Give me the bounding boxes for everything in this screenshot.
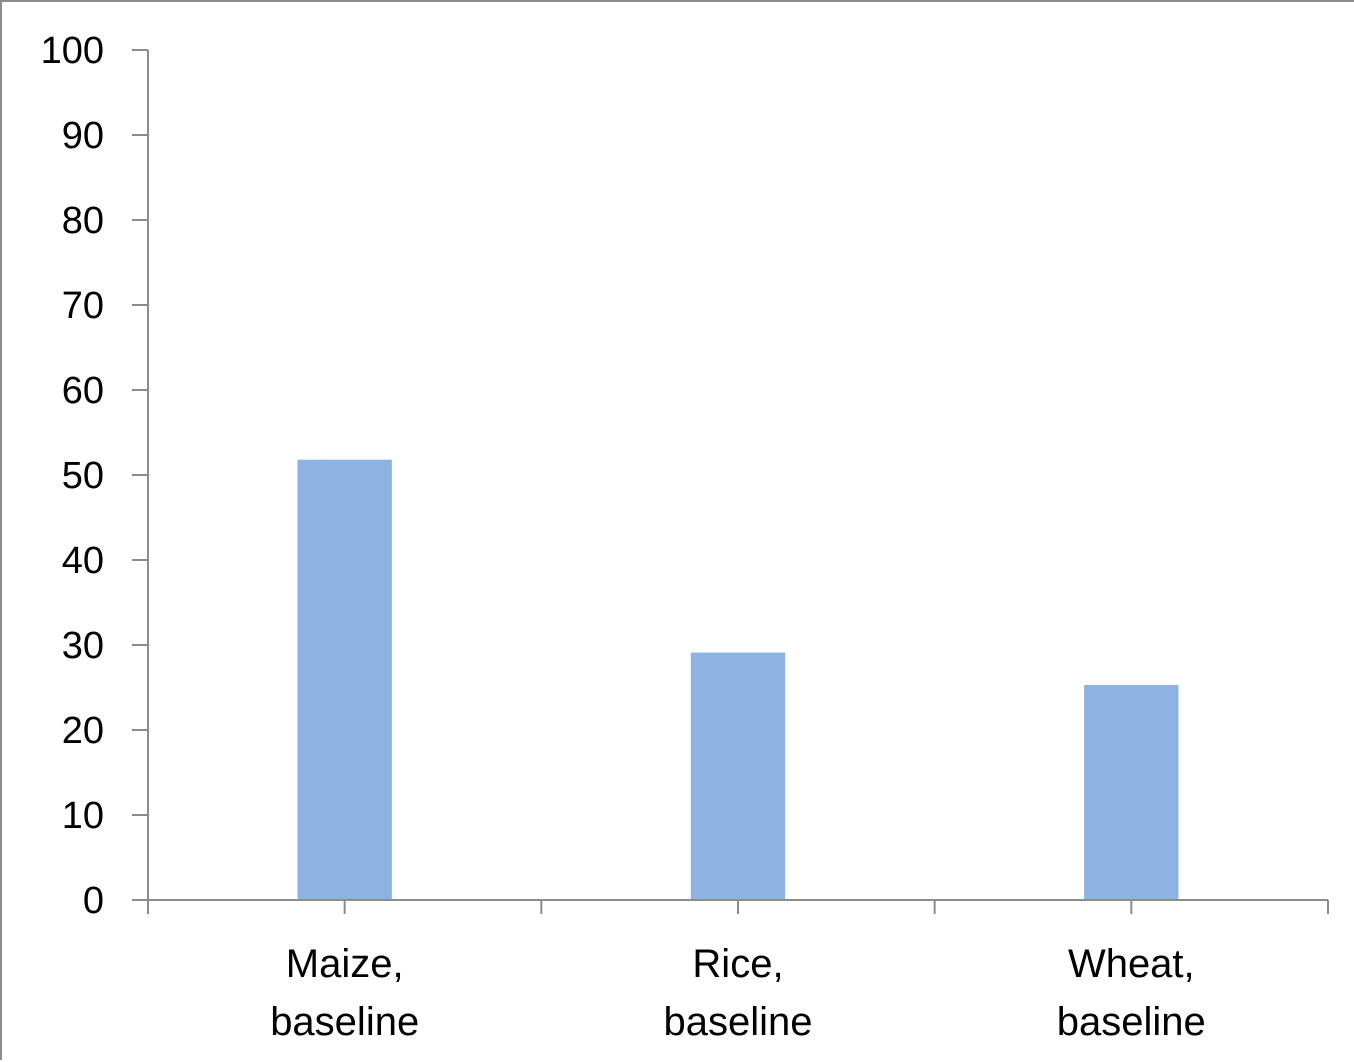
y-tick-label-9: 90	[62, 115, 104, 157]
y-tick-label-7: 70	[62, 285, 104, 327]
category-label-1-line-0: Rice,	[692, 942, 783, 986]
bar-0	[298, 460, 392, 900]
y-tick-label-0: 0	[83, 880, 104, 922]
bars-group	[298, 460, 1179, 900]
y-tick-label-10: 100	[41, 30, 104, 72]
bar-1	[691, 653, 785, 900]
category-label-2-line-1: baseline	[1057, 1000, 1206, 1044]
y-tick-label-2: 20	[62, 710, 104, 752]
category-label-2-line-0: Wheat,	[1068, 942, 1195, 986]
y-tick-label-4: 40	[62, 540, 104, 582]
category-label-0-line-0: Maize,	[286, 942, 404, 986]
bar-2	[1084, 685, 1178, 900]
y-tick-label-5: 50	[62, 455, 104, 497]
x-axis: Maize, baseline Rice, baseline Wheat, baselin…	[148, 900, 1328, 1044]
category-label-1-line-1: baseline	[663, 1000, 812, 1044]
category-label-0-line-1: baseline	[270, 1000, 419, 1044]
y-tick-label-8: 80	[62, 200, 104, 242]
y-axis: 0 10 20 30 40 50 60 70 80 90 100	[41, 30, 148, 922]
y-tick-label-6: 60	[62, 370, 104, 412]
y-tick-label-1: 10	[62, 795, 104, 837]
y-tick-label-3: 30	[62, 625, 104, 667]
